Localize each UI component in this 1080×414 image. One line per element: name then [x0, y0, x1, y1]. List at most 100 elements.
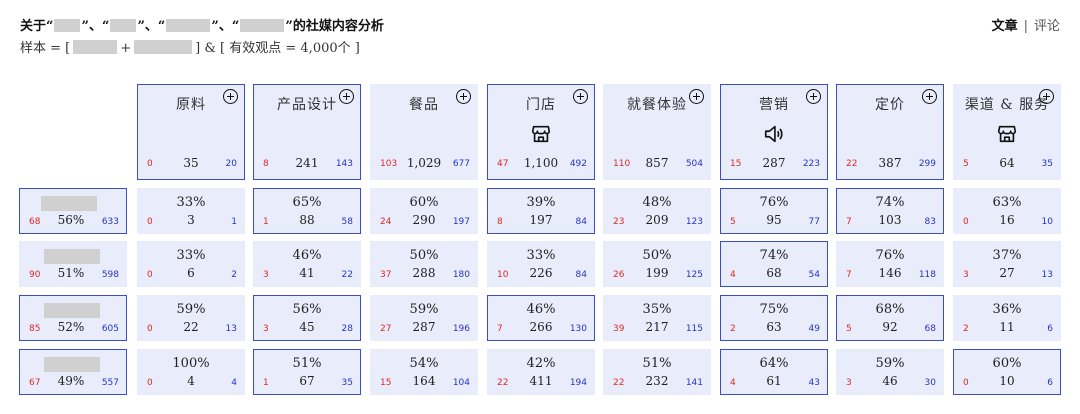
data-cell[interactable]: 51% 22 232 141 — [603, 349, 711, 395]
positive-share: 48% — [642, 195, 672, 210]
data-cell[interactable]: 48% 23 209 123 — [603, 188, 711, 234]
data-cell[interactable]: 46% 7 266 130 — [487, 295, 595, 341]
data-cell[interactable]: 60% 0 10 6 — [953, 349, 1061, 395]
positive-share: 56% — [57, 213, 85, 227]
add-circle-icon[interactable] — [223, 89, 238, 104]
column-header[interactable]: 定价 22 387 299 — [836, 84, 944, 180]
negative-count: 3 — [263, 270, 269, 280]
total-count: 88 — [299, 213, 315, 227]
add-circle-icon[interactable] — [1039, 89, 1054, 104]
negative-count: 3 — [846, 378, 852, 388]
data-cell[interactable]: 74% 7 103 83 — [836, 188, 944, 234]
data-cell[interactable]: 36% 2 11 6 — [953, 295, 1061, 341]
row-label[interactable]: 68 56% 633 — [19, 188, 127, 234]
add-circle-icon[interactable] — [689, 89, 704, 104]
data-cell[interactable]: 37% 3 27 13 — [953, 241, 1061, 287]
data-cell[interactable]: 59% 3 46 30 — [836, 349, 944, 395]
negative-count: 0 — [147, 159, 153, 169]
data-cell[interactable]: 33% 10 226 84 — [487, 241, 595, 287]
row-label[interactable]: 90 51% 598 — [19, 241, 127, 287]
positive-count: 2 — [231, 270, 237, 280]
positive-count: 130 — [569, 324, 587, 334]
column-header[interactable]: 就餐体验 110 857 504 — [603, 84, 711, 180]
data-cell[interactable]: 39% 8 197 84 — [487, 188, 595, 234]
row-label[interactable]: 85 52% 605 — [19, 295, 127, 341]
total-count: 68 — [766, 266, 782, 280]
row-label[interactable]: 67 49% 557 — [19, 349, 127, 395]
negative-count: 5 — [730, 217, 736, 227]
positive-count: 4 — [231, 378, 237, 388]
column-header[interactable]: 门店 47 1,100 492 — [487, 84, 595, 180]
data-cell[interactable]: 42% 22 411 194 — [487, 349, 595, 395]
column-header[interactable]: 渠道 & 服务 5 64 35 — [953, 84, 1061, 180]
data-cell[interactable]: 60% 24 290 197 — [370, 188, 478, 234]
column-name: 原料 — [176, 97, 206, 113]
positive-count: 43 — [808, 378, 820, 388]
negative-count: 22 — [846, 159, 858, 169]
positive-count: 194 — [569, 378, 587, 388]
add-circle-icon[interactable] — [573, 89, 588, 104]
data-cell[interactable]: 35% 39 217 115 — [603, 295, 711, 341]
data-cell[interactable]: 68% 5 92 68 — [836, 295, 944, 341]
positive-share: 52% — [57, 320, 85, 334]
negative-count: 37 — [380, 270, 392, 280]
total-count: 41 — [299, 266, 315, 280]
data-cell[interactable]: 59% 27 287 196 — [370, 295, 478, 341]
total-count: 35 — [183, 156, 199, 170]
column-header[interactable]: 产品设计 8 241 143 — [253, 84, 361, 180]
column-name: 定价 — [875, 97, 905, 113]
data-cell[interactable]: 51% 1 67 35 — [253, 349, 361, 395]
total-count: 95 — [766, 213, 782, 227]
positive-count: 28 — [341, 324, 353, 334]
negative-count: 4 — [730, 270, 736, 280]
data-cell[interactable]: 76% 5 95 77 — [720, 188, 828, 234]
total-count: 411 — [529, 374, 553, 388]
redacted-brand-name — [44, 249, 100, 264]
total-count: 63 — [766, 320, 782, 334]
add-circle-icon[interactable] — [922, 89, 937, 104]
positive-count: 197 — [452, 217, 470, 227]
data-cell[interactable]: 65% 1 88 58 — [253, 188, 361, 234]
add-circle-icon[interactable] — [456, 89, 471, 104]
data-cell[interactable]: 50% 26 199 125 — [603, 241, 711, 287]
total-count: 288 — [412, 266, 436, 280]
negative-count: 0 — [963, 378, 969, 388]
positive-count: 35 — [341, 378, 353, 388]
data-cell[interactable]: 64% 4 61 43 — [720, 349, 828, 395]
negative-count: 7 — [497, 324, 503, 334]
redacted-brand-3 — [166, 19, 211, 32]
tab-comments[interactable]: 评论 — [1033, 19, 1060, 34]
positive-share: 68% — [875, 302, 905, 317]
data-cell[interactable]: 54% 15 164 104 — [370, 349, 478, 395]
data-cell[interactable]: 76% 7 146 118 — [836, 241, 944, 287]
negative-count: 110 — [613, 159, 631, 169]
data-cell[interactable]: 46% 3 41 22 — [253, 241, 361, 287]
column-header[interactable]: 原料 0 35 20 — [137, 84, 245, 180]
data-cell[interactable]: 33% 0 6 2 — [137, 241, 245, 287]
data-cell[interactable]: 59% 0 22 13 — [137, 295, 245, 341]
data-cell[interactable]: 63% 0 16 10 — [953, 188, 1061, 234]
redacted-sample-2 — [134, 40, 193, 54]
total-count: 241 — [295, 156, 319, 170]
add-circle-icon[interactable] — [806, 89, 821, 104]
total-count: 146 — [878, 266, 902, 280]
data-cell[interactable]: 33% 0 3 1 — [137, 188, 245, 234]
positive-count: 557 — [101, 378, 119, 388]
negative-count: 0 — [147, 324, 153, 334]
column-name: 产品设计 — [277, 97, 337, 113]
tab-articles[interactable]: 文章 — [991, 19, 1018, 34]
data-cell[interactable]: 75% 2 63 49 — [720, 295, 828, 341]
column-header[interactable]: 餐品 103 1,029 677 — [370, 84, 478, 180]
data-cell[interactable]: 100% 0 4 4 — [137, 349, 245, 395]
positive-share: 59% — [409, 302, 439, 317]
data-cell[interactable]: 50% 37 288 180 — [370, 241, 478, 287]
subtitle-prefix: 样本 = [ — [20, 41, 71, 56]
positive-count: 1 — [231, 217, 237, 227]
column-header[interactable]: 营销 15 287 223 — [720, 84, 828, 180]
total-count: 61 — [766, 374, 782, 388]
data-cell[interactable]: 56% 3 45 28 — [253, 295, 361, 341]
negative-count: 2 — [963, 324, 969, 334]
data-cell[interactable]: 74% 4 68 54 — [720, 241, 828, 287]
negative-count: 67 — [29, 378, 41, 388]
add-circle-icon[interactable] — [339, 89, 354, 104]
